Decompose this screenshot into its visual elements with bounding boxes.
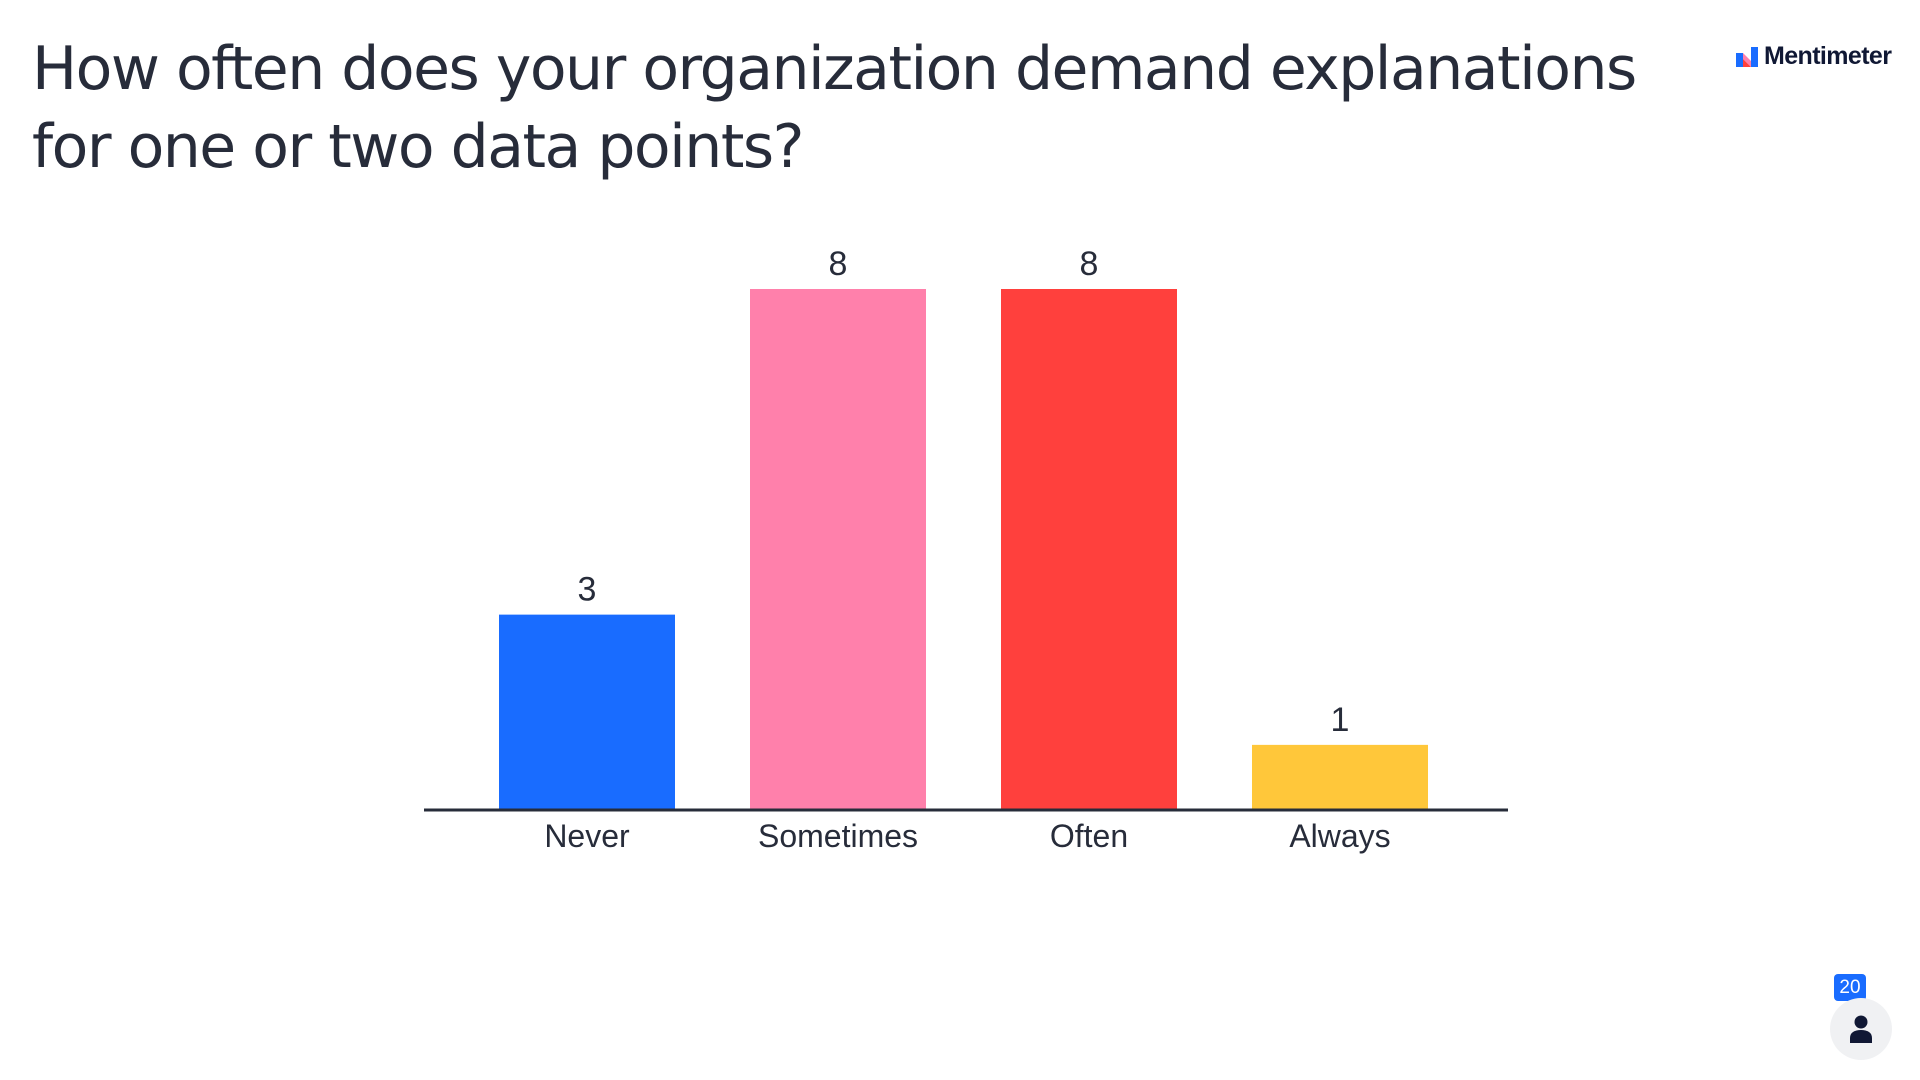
bar-never xyxy=(499,614,675,810)
person-icon xyxy=(1850,1015,1872,1043)
category-label-sometimes: Sometimes xyxy=(758,818,918,854)
bars-layer: 3 Never 8 Sometimes 8 Often 1 Always xyxy=(499,245,1428,854)
avatar[interactable] xyxy=(1830,998,1892,1060)
value-label-never: 3 xyxy=(578,571,597,609)
bar-always xyxy=(1252,744,1428,810)
value-label-often: 8 xyxy=(1080,245,1099,283)
question-title: How often does your organization demand … xyxy=(32,34,1637,182)
participants-indicator[interactable]: 20 xyxy=(1830,974,1898,1060)
participant-count-badge: 20 xyxy=(1834,974,1866,1001)
bar-sometimes xyxy=(750,289,926,810)
bar-often xyxy=(1001,289,1177,810)
category-label-never: Never xyxy=(544,818,630,854)
brand: Mentimeter xyxy=(1736,42,1892,71)
category-label-always: Always xyxy=(1289,818,1390,854)
brand-name: Mentimeter xyxy=(1764,42,1892,70)
mentimeter-logo-icon xyxy=(1736,46,1758,67)
value-label-always: 1 xyxy=(1331,701,1350,739)
category-label-often: Often xyxy=(1050,818,1128,854)
value-label-sometimes: 8 xyxy=(829,245,848,283)
